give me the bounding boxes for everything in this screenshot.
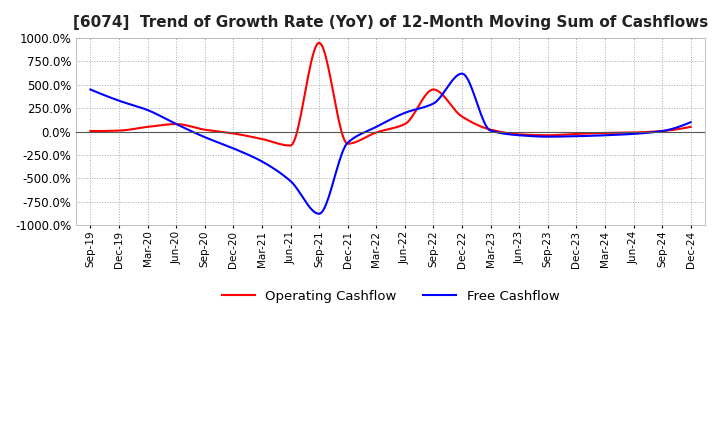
Free Cashflow <box>444 82 453 88</box>
Operating Cashflow <box>413 105 422 110</box>
Title: [6074]  Trend of Growth Rate (YoY) of 12-Month Moving Sum of Cashflows: [6074] Trend of Growth Rate (YoY) of 12-… <box>73 15 708 30</box>
Operating Cashflow <box>686 124 695 129</box>
Free Cashflow <box>412 106 420 112</box>
Free Cashflow <box>686 120 695 125</box>
Operating Cashflow <box>675 126 683 132</box>
Operating Cashflow <box>86 128 95 134</box>
Operating Cashflow <box>580 131 589 136</box>
Free Cashflow <box>580 133 589 139</box>
Free Cashflow <box>458 71 467 76</box>
Operating Cashflow <box>315 40 323 45</box>
Line: Free Cashflow: Free Cashflow <box>91 73 690 214</box>
Operating Cashflow <box>286 143 294 148</box>
Operating Cashflow <box>377 128 386 134</box>
Operating Cashflow <box>446 101 454 106</box>
Free Cashflow <box>376 122 384 127</box>
Free Cashflow <box>372 124 381 129</box>
Free Cashflow <box>315 211 323 216</box>
Free Cashflow <box>86 87 95 92</box>
Operating Cashflow <box>374 129 382 135</box>
Free Cashflow <box>675 124 683 129</box>
Line: Operating Cashflow: Operating Cashflow <box>91 43 690 146</box>
Legend: Operating Cashflow, Free Cashflow: Operating Cashflow, Free Cashflow <box>217 285 564 308</box>
